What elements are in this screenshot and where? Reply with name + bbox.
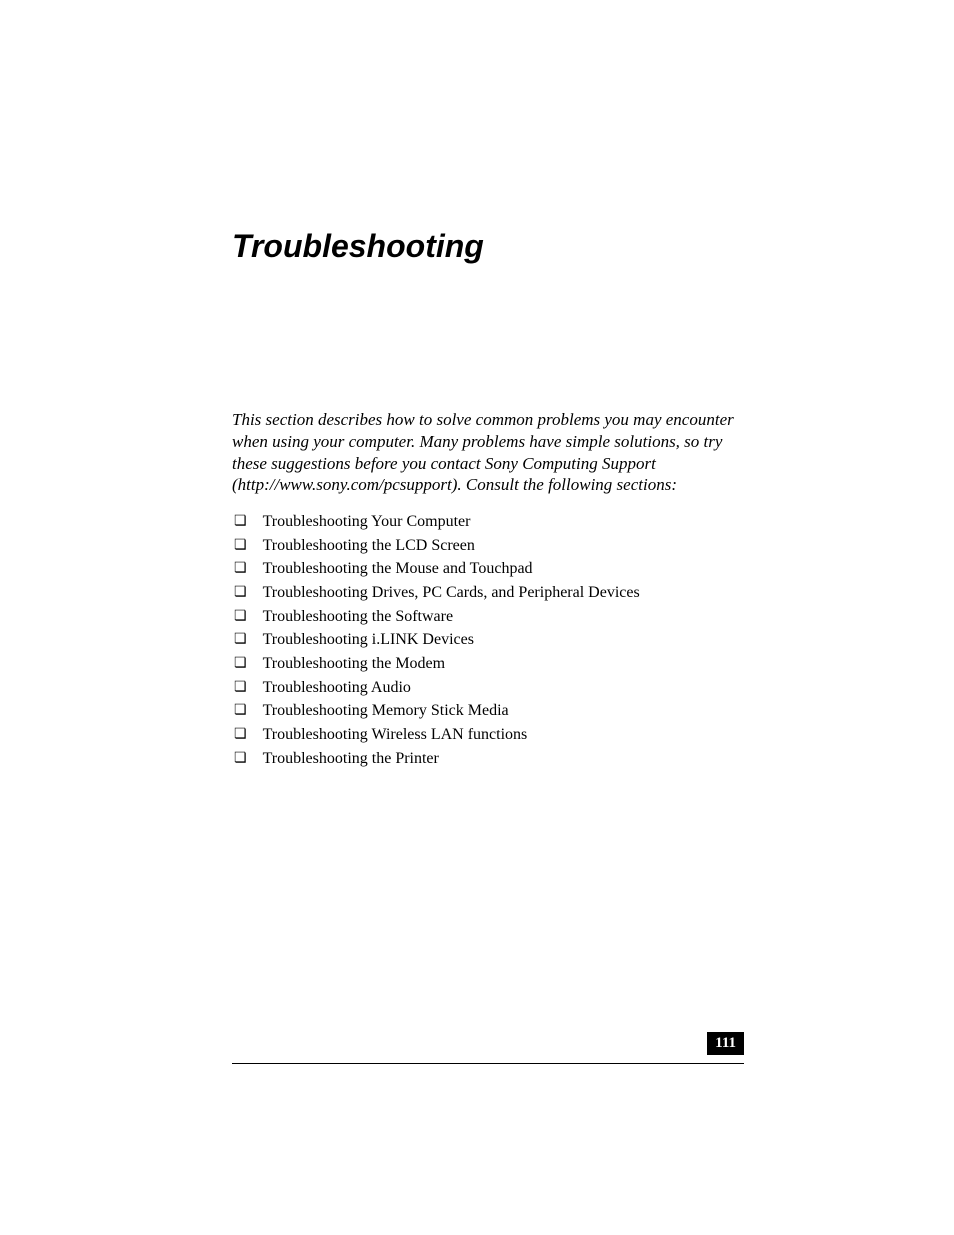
bullet-icon: ❏ [234,723,247,744]
list-item-text: Troubleshooting Wireless LAN functions [263,723,744,747]
list-item-text: Troubleshooting Your Computer [263,510,744,534]
bullet-icon: ❏ [234,510,247,531]
bullet-icon: ❏ [234,581,247,602]
bullet-icon: ❏ [234,652,247,673]
list-item-text: Troubleshooting Memory Stick Media [263,699,744,723]
list-item-text: Troubleshooting the Mouse and Touchpad [263,557,744,581]
page-number: 111 [707,1032,744,1055]
list-item: ❏ Troubleshooting Drives, PC Cards, and P… [232,581,744,605]
list-item-text: Troubleshooting Audio [263,676,744,700]
page-footer: 111 [232,1057,744,1064]
list-item: ❏ Troubleshooting the LCD Screen [232,534,744,558]
list-item-text: Troubleshooting the Software [263,605,744,629]
list-item: ❏ Troubleshooting the Mouse and Touchpad [232,557,744,581]
bullet-icon: ❏ [234,628,247,649]
list-item: ❏ Troubleshooting Audio [232,676,744,700]
bullet-icon: ❏ [234,557,247,578]
list-item: ❏ Troubleshooting the Printer [232,747,744,771]
bullet-icon: ❏ [234,605,247,626]
footer-rule [232,1063,744,1064]
bullet-icon: ❏ [234,534,247,555]
list-item: ❏ Troubleshooting i.LINK Devices [232,628,744,652]
intro-paragraph: This section describes how to solve comm… [232,409,744,496]
page-content: Troubleshooting This section describes h… [0,0,954,770]
bullet-icon: ❏ [234,699,247,720]
bullet-icon: ❏ [234,747,247,768]
list-item-text: Troubleshooting i.LINK Devices [263,628,744,652]
list-item: ❏ Troubleshooting Memory Stick Media [232,699,744,723]
bullet-icon: ❏ [234,676,247,697]
section-list: ❏ Troubleshooting Your Computer ❏ Troublesh… [232,510,744,770]
list-item-text: Troubleshooting the Modem [263,652,744,676]
list-item: ❏ Troubleshooting Your Computer [232,510,744,534]
list-item-text: Troubleshooting the Printer [263,747,744,771]
list-item-text: Troubleshooting Drives, PC Cards, and Pe… [263,581,744,605]
page-title: Troubleshooting [232,228,744,265]
list-item-text: Troubleshooting the LCD Screen [263,534,744,558]
list-item: ❏ Troubleshooting the Software [232,605,744,629]
list-item: ❏ Troubleshooting the Modem [232,652,744,676]
list-item: ❏ Troubleshooting Wireless LAN functions [232,723,744,747]
